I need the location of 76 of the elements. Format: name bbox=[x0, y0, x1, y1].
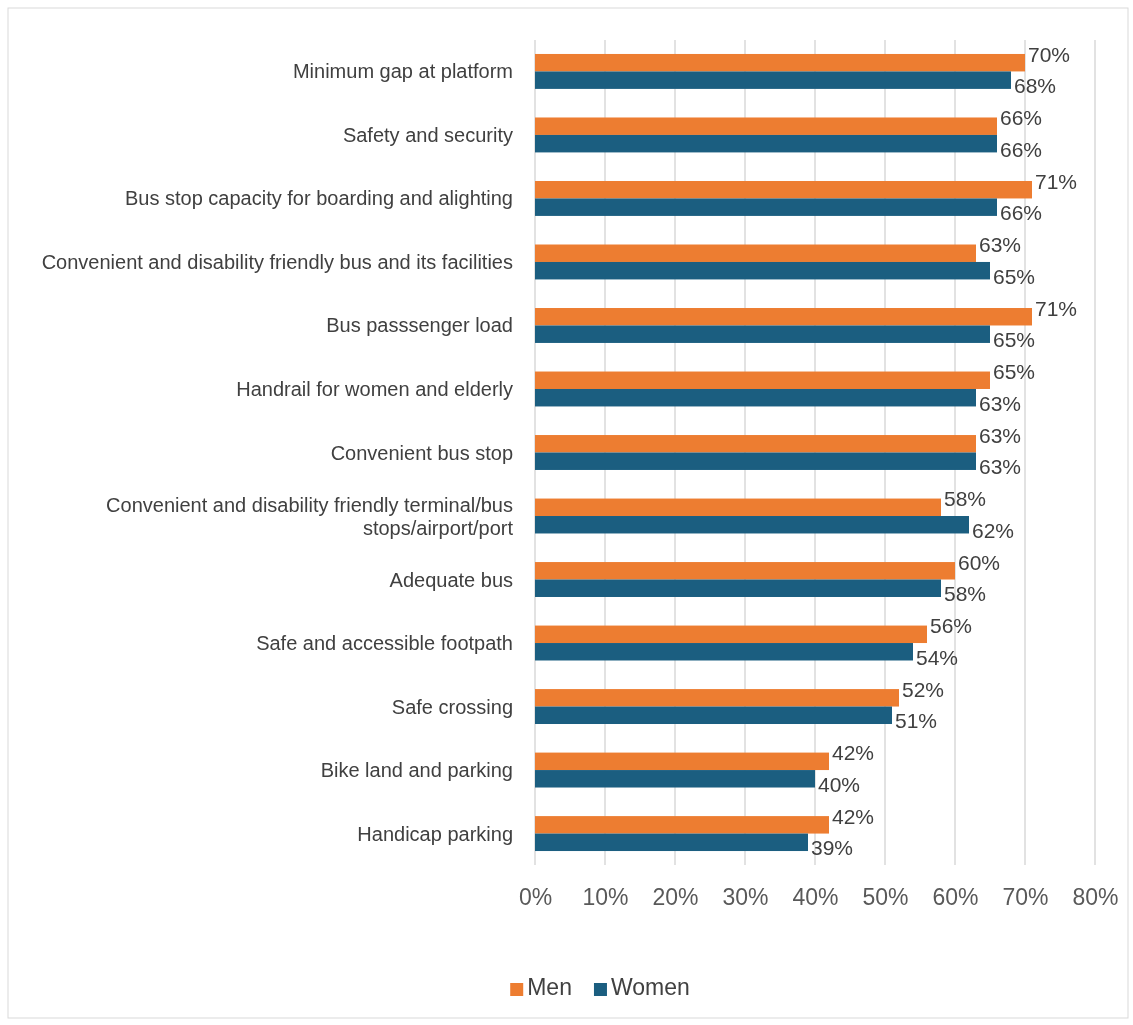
data-label: 39% bbox=[811, 836, 854, 860]
bar bbox=[535, 244, 976, 262]
data-label: 42% bbox=[832, 741, 875, 765]
data-label: 54% bbox=[916, 645, 959, 669]
bar bbox=[535, 198, 997, 216]
bar bbox=[535, 706, 892, 725]
bar bbox=[535, 689, 899, 707]
data-label: 52% bbox=[902, 677, 945, 701]
bar bbox=[535, 770, 815, 788]
legend-label: Men bbox=[527, 974, 572, 1000]
data-label: 70% bbox=[1028, 42, 1071, 66]
y-tick-label: Minimum gap at platform bbox=[292, 60, 513, 83]
data-label: 65% bbox=[993, 264, 1036, 288]
x-tick-label: 30% bbox=[722, 884, 769, 911]
x-tick-label: 70% bbox=[1002, 884, 1049, 911]
data-label: 63% bbox=[979, 391, 1022, 415]
y-tick-label: Safe crossing bbox=[391, 695, 513, 718]
data-label: 40% bbox=[818, 772, 861, 796]
data-label: 65% bbox=[993, 360, 1036, 384]
data-label: 58% bbox=[944, 487, 987, 511]
x-tick-label: 50% bbox=[862, 884, 909, 911]
bar bbox=[535, 579, 941, 597]
data-label: 66% bbox=[1000, 137, 1043, 161]
data-label: 71% bbox=[1035, 296, 1078, 320]
bar bbox=[535, 261, 990, 280]
x-tick-label: 10% bbox=[582, 884, 629, 911]
bar bbox=[535, 625, 927, 644]
y-tick-label: Convenient and disability friendly terminal/bus stops/airport/port bbox=[106, 493, 514, 539]
data-label: 56% bbox=[930, 614, 973, 638]
bar bbox=[535, 833, 808, 852]
x-tick-label: 40% bbox=[792, 884, 839, 911]
data-label: 63% bbox=[979, 423, 1022, 447]
bar bbox=[535, 308, 1032, 326]
y-tick-label: Convenient bus stop bbox=[330, 441, 513, 464]
y-tick-label: Handicap parking bbox=[357, 822, 513, 845]
data-label: 71% bbox=[1035, 169, 1078, 193]
data-label: 60% bbox=[958, 550, 1001, 574]
data-label: 66% bbox=[1000, 106, 1043, 130]
x-tick-label: 60% bbox=[932, 884, 979, 911]
data-label: 51% bbox=[895, 709, 938, 733]
x-tick-label: 80% bbox=[1072, 884, 1119, 911]
bar bbox=[535, 134, 997, 153]
data-label: 62% bbox=[972, 518, 1015, 542]
bar bbox=[535, 752, 829, 771]
y-tick-label: Convenient and disability friendly bus and its facilities bbox=[41, 250, 513, 273]
bar bbox=[535, 180, 1032, 199]
x-tick-label: 0% bbox=[518, 884, 553, 911]
data-label: 42% bbox=[832, 804, 875, 828]
y-tick-label: Adequate bus bbox=[389, 568, 513, 591]
bar bbox=[535, 516, 969, 534]
bar bbox=[535, 816, 829, 834]
bar bbox=[535, 452, 976, 470]
data-label: 58% bbox=[944, 582, 987, 606]
y-tick-label: Bike land and parking bbox=[320, 759, 513, 782]
bar bbox=[535, 371, 990, 389]
bar bbox=[535, 562, 955, 580]
y-tick-label: Bus stop capacity for boarding and alighting bbox=[124, 187, 513, 210]
bar bbox=[535, 388, 976, 407]
y-tick-label: Bus passsenger load bbox=[326, 314, 513, 337]
bar bbox=[535, 643, 913, 661]
legend-label: Women bbox=[610, 974, 690, 1000]
y-tick-label: Handrail for women and elderly bbox=[236, 377, 513, 400]
bar bbox=[535, 71, 1011, 89]
data-label: 66% bbox=[1000, 201, 1043, 225]
data-label: 63% bbox=[979, 233, 1022, 257]
bar bbox=[535, 325, 990, 343]
bar bbox=[535, 117, 997, 135]
data-label: 63% bbox=[979, 455, 1022, 479]
x-tick-label: 20% bbox=[652, 884, 699, 911]
bar bbox=[535, 498, 941, 517]
bar bbox=[535, 53, 1025, 72]
y-tick-label: Safe and accessible footpath bbox=[256, 632, 513, 655]
data-label: 65% bbox=[993, 328, 1036, 352]
bar bbox=[535, 435, 976, 453]
data-label: 68% bbox=[1014, 74, 1057, 98]
y-tick-label: Safety and security bbox=[342, 123, 513, 146]
